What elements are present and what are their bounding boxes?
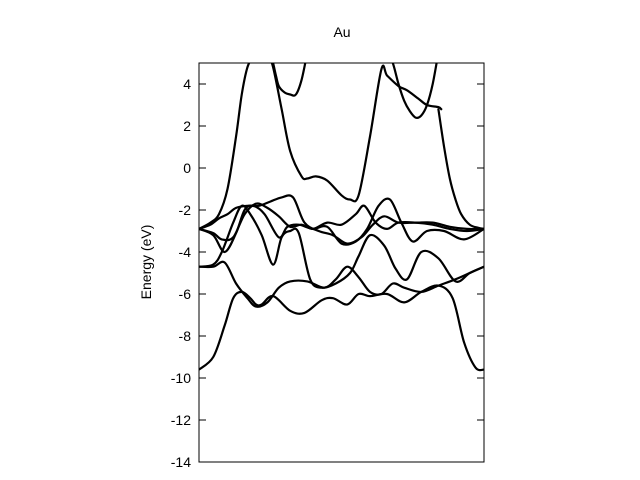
- band-line-6: [199, 194, 484, 245]
- y-tick-label: 2: [183, 118, 191, 134]
- y-tick-label: 4: [183, 76, 191, 92]
- y-axis-label: Energy (eV): [138, 225, 154, 300]
- y-tick-label: -10: [171, 370, 191, 386]
- band-line-4: [199, 197, 484, 254]
- band-line-9: [270, 63, 443, 203]
- y-tick-label: -4: [179, 244, 192, 260]
- band-line-8: [271, 63, 307, 97]
- band-lines: [199, 63, 484, 372]
- plot-frame: [198, 62, 485, 463]
- y-tick-label: -2: [179, 202, 192, 218]
- band-line-2: [199, 260, 484, 308]
- y-tick-label: 0: [183, 160, 191, 176]
- y-ticks: 4 2 0 -2 -4 -6 -8 -10 -12 -14: [171, 76, 484, 470]
- y-tick-label: -14: [171, 454, 191, 470]
- band-line-10: [391, 63, 438, 119]
- y-tick-label: -8: [179, 328, 192, 344]
- y-tick-label: -12: [171, 412, 191, 428]
- chart-title: Au: [333, 24, 350, 40]
- y-tick-label: -6: [179, 286, 192, 302]
- band-line-11: [437, 108, 484, 230]
- band-line-7: [199, 63, 251, 230]
- band-line-5: [199, 202, 484, 242]
- band-line-1: [199, 284, 484, 372]
